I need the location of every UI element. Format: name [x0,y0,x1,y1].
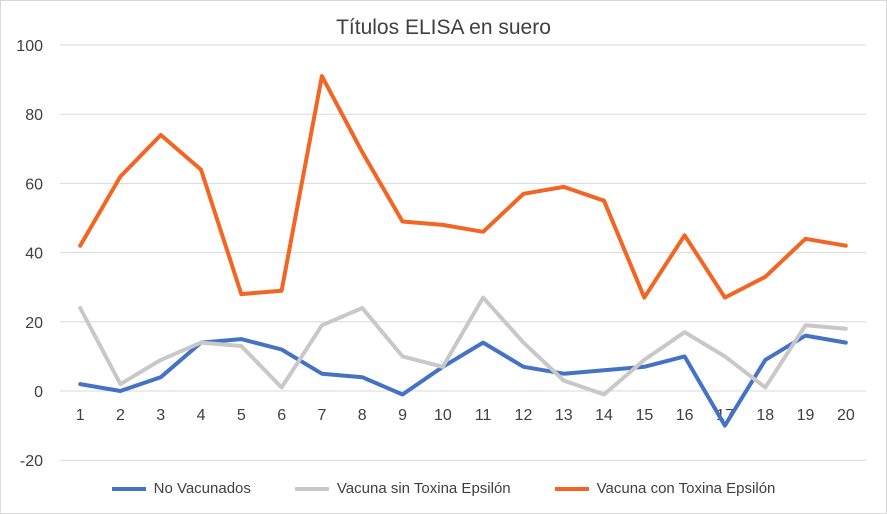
x-tick-label: 14 [595,407,613,424]
legend-item: No Vacunados [111,480,251,497]
legend-swatch [294,486,329,491]
y-tick-label: 80 [25,107,43,124]
legend-label: No Vacunados [153,480,251,497]
legend-label: Vacuna sin Toxina Epsilón [336,480,511,497]
legend-item: Vacuna sin Toxina Epsilón [294,480,511,497]
y-tick-label: -20 [20,453,43,470]
x-tick-label: 20 [837,407,855,424]
series-line-3 [78,74,848,300]
x-tick-label: 9 [398,407,407,424]
legend-swatch [554,486,589,491]
series-lines [78,74,848,428]
legend-item: Vacuna con Toxina Epsilón [554,480,776,497]
y-tick-label: 0 [34,384,43,401]
x-tick-label: 7 [317,407,326,424]
legend-swatch [111,486,146,491]
x-tick-label: 16 [676,407,694,424]
legend: No Vacunados Vacuna sin Toxina Epsilón Vac… [0,480,887,497]
x-tick-label: 18 [756,407,774,424]
y-tick-label: 40 [25,246,43,263]
x-axis-tick-labels: 1 2 3 4 5 6 7 8 9 10 11 12 13 14 15 16 17 18 19 20 [76,407,855,424]
x-tick-label: 8 [358,407,367,424]
x-tick-label: 13 [555,407,573,424]
y-tick-label: 100 [16,38,43,55]
x-tick-label: 10 [434,407,452,424]
x-tick-label: 3 [156,407,165,424]
x-tick-label: 5 [237,407,246,424]
y-tick-label: 60 [25,176,43,193]
x-tick-label: 4 [197,407,206,424]
x-tick-label: 2 [116,407,125,424]
x-tick-label: 1 [76,407,85,424]
x-tick-label: 6 [277,407,286,424]
gridlines [60,44,866,461]
chart-title: Títulos ELISA en suero [336,16,551,39]
y-tick-label: 20 [25,315,43,332]
x-tick-label: 11 [475,407,492,424]
legend-label: Vacuna con Toxina Epsilón [596,480,776,497]
series-line-2 [78,295,848,397]
y-axis-tick-labels: -20 0 20 40 60 80 100 [16,38,43,470]
series-line-1 [78,333,848,428]
x-tick-label: 15 [635,407,653,424]
x-tick-label: 19 [797,407,815,424]
x-tick-label: 12 [515,407,533,424]
